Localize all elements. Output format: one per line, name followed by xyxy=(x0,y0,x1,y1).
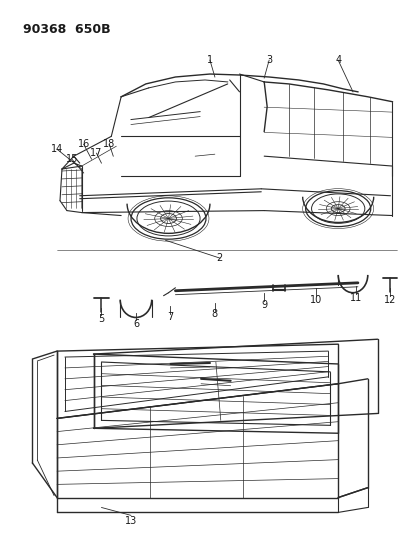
Text: 1: 1 xyxy=(207,55,213,65)
Text: 9: 9 xyxy=(261,300,267,310)
Text: 10: 10 xyxy=(310,295,323,305)
Text: 13: 13 xyxy=(125,516,137,526)
Text: 15: 15 xyxy=(66,154,78,164)
Text: 7: 7 xyxy=(167,312,173,322)
Text: 6: 6 xyxy=(133,319,139,329)
Text: 12: 12 xyxy=(384,295,397,305)
Text: 8: 8 xyxy=(212,310,218,319)
Text: 16: 16 xyxy=(77,139,90,149)
Text: 3: 3 xyxy=(266,55,272,65)
Text: 90368  650B: 90368 650B xyxy=(23,22,110,36)
Text: 14: 14 xyxy=(51,144,63,154)
Text: 5: 5 xyxy=(98,314,105,325)
Text: 2: 2 xyxy=(217,253,223,263)
Text: 17: 17 xyxy=(90,148,103,158)
Text: 4: 4 xyxy=(335,55,341,65)
Text: 18: 18 xyxy=(103,139,115,149)
Text: 11: 11 xyxy=(350,293,362,303)
